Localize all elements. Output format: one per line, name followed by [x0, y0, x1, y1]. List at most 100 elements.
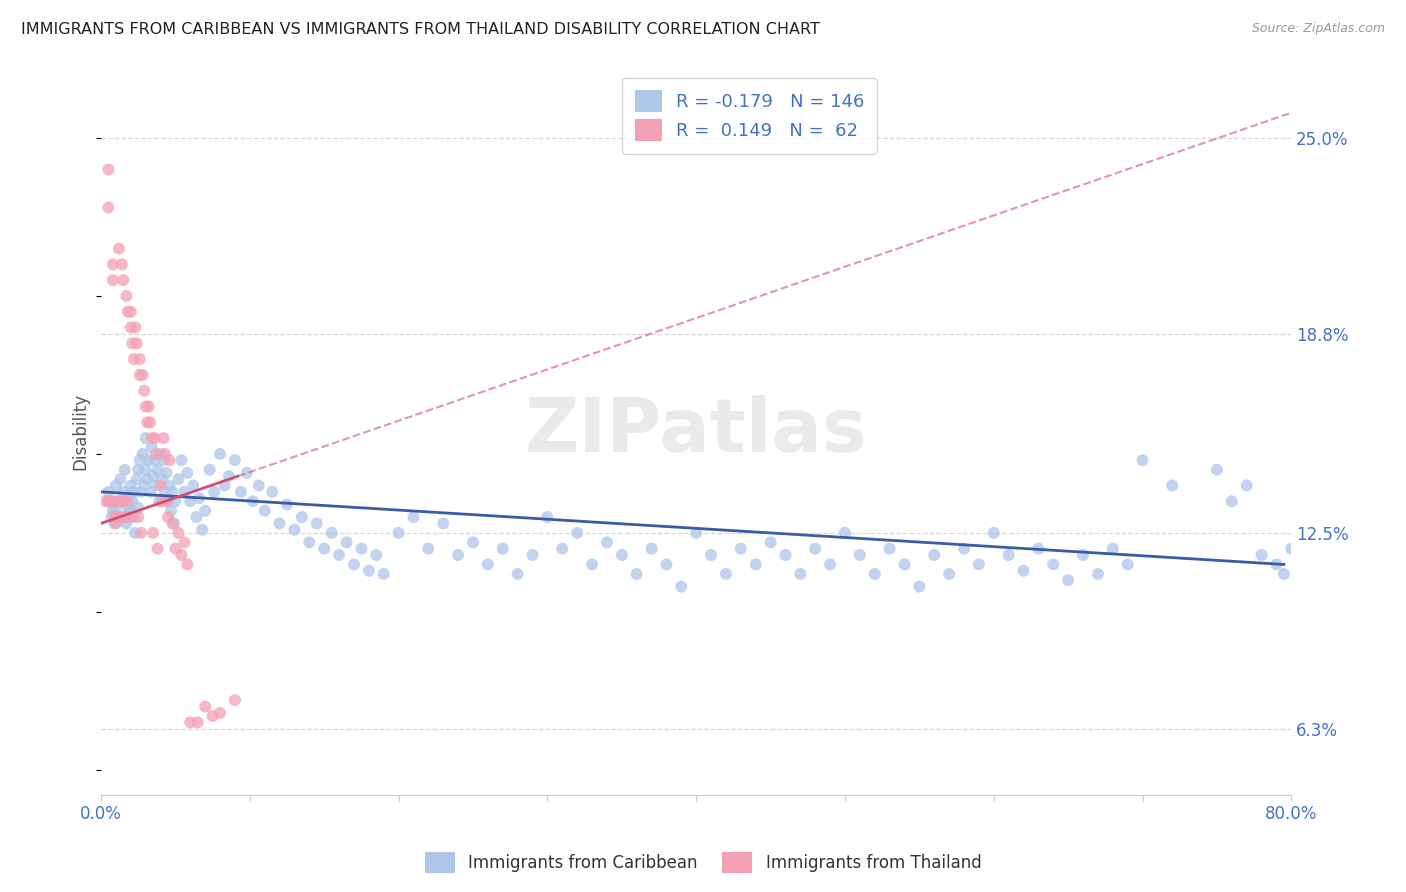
Point: [167, 472, 190, 486]
Point: [908, 580, 931, 594]
Point: [142, 525, 165, 540]
Point: [283, 523, 305, 537]
Point: [173, 535, 195, 549]
Point: [775, 548, 797, 562]
Point: [461, 535, 484, 549]
Point: [115, 516, 138, 531]
Point: [1042, 558, 1064, 572]
Point: [181, 478, 204, 492]
Point: [108, 494, 131, 508]
Point: [110, 472, 132, 486]
Point: [849, 548, 872, 562]
Point: [150, 472, 173, 486]
Point: [104, 510, 127, 524]
Legend: R = -0.179   N = 146, R =  0.149   N =  62: R = -0.179 N = 146, R = 0.149 N = 62: [621, 78, 877, 154]
Point: [149, 478, 172, 492]
Point: [145, 447, 167, 461]
Point: [112, 510, 135, 524]
Point: [1028, 541, 1050, 556]
Point: [343, 558, 366, 572]
Point: [103, 516, 125, 531]
Point: [155, 494, 177, 508]
Point: [142, 469, 165, 483]
Point: [101, 504, 124, 518]
Point: [131, 447, 153, 461]
Point: [744, 558, 766, 572]
Point: [139, 484, 162, 499]
Point: [110, 494, 132, 508]
Point: [1012, 564, 1035, 578]
Point: [1279, 541, 1302, 556]
Point: [291, 510, 314, 524]
Point: [1206, 463, 1229, 477]
Text: Source: ZipAtlas.com: Source: ZipAtlas.com: [1251, 22, 1385, 36]
Point: [402, 510, 425, 524]
Point: [506, 566, 529, 581]
Point: [148, 494, 170, 508]
Point: [149, 447, 172, 461]
Point: [165, 541, 187, 556]
Point: [418, 541, 440, 556]
Point: [104, 500, 127, 515]
Point: [218, 469, 240, 483]
Point: [224, 693, 246, 707]
Point: [152, 431, 174, 445]
Point: [276, 498, 298, 512]
Point: [112, 484, 135, 499]
Point: [671, 580, 693, 594]
Point: [101, 257, 124, 271]
Point: [1071, 548, 1094, 562]
Point: [153, 447, 176, 461]
Point: [152, 453, 174, 467]
Point: [122, 510, 145, 524]
Point: [125, 336, 148, 351]
Point: [789, 566, 811, 581]
Point: [596, 535, 619, 549]
Point: [141, 441, 163, 455]
Point: [129, 525, 152, 540]
Point: [118, 488, 141, 502]
Point: [1087, 566, 1109, 581]
Point: [163, 516, 186, 531]
Point: [162, 516, 184, 531]
Point: [492, 541, 515, 556]
Point: [97, 162, 120, 177]
Point: [134, 478, 156, 492]
Point: [357, 564, 380, 578]
Point: [655, 558, 678, 572]
Point: [114, 510, 136, 524]
Point: [101, 273, 124, 287]
Point: [581, 558, 603, 572]
Point: [170, 453, 193, 467]
Point: [983, 525, 1005, 540]
Point: [432, 516, 454, 531]
Point: [350, 541, 373, 556]
Point: [335, 535, 357, 549]
Point: [1116, 558, 1139, 572]
Point: [700, 548, 723, 562]
Point: [97, 494, 120, 508]
Point: [834, 525, 856, 540]
Point: [156, 494, 179, 508]
Point: [150, 494, 173, 508]
Point: [128, 368, 150, 382]
Point: [373, 566, 395, 581]
Point: [804, 541, 827, 556]
Text: IMMIGRANTS FROM CARIBBEAN VS IMMIGRANTS FROM THAILAND DISABILITY CORRELATION CHA: IMMIGRANTS FROM CARIBBEAN VS IMMIGRANTS …: [21, 22, 820, 37]
Point: [97, 484, 120, 499]
Point: [160, 504, 183, 518]
Point: [114, 463, 136, 477]
Point: [117, 500, 139, 515]
Point: [153, 484, 176, 499]
Point: [191, 523, 214, 537]
Point: [120, 320, 142, 334]
Point: [179, 494, 201, 508]
Point: [143, 453, 166, 467]
Point: [236, 466, 259, 480]
Point: [127, 500, 149, 515]
Point: [997, 548, 1019, 562]
Point: [321, 525, 343, 540]
Point: [685, 525, 707, 540]
Point: [730, 541, 752, 556]
Point: [179, 715, 201, 730]
